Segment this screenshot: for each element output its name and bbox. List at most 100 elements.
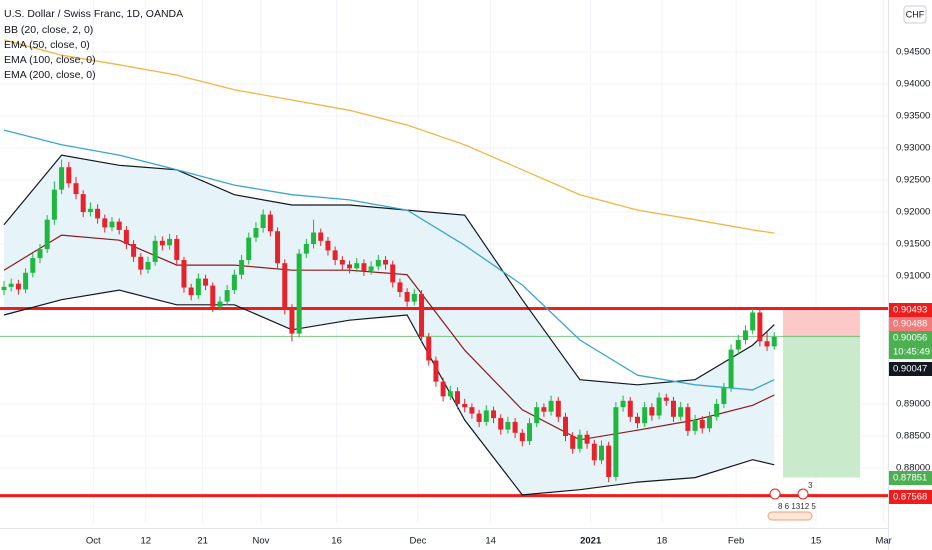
event-icons[interactable]	[767, 488, 813, 521]
candle-body	[267, 214, 273, 232]
candle-body	[282, 263, 288, 309]
price-badge-label: 0.87851	[893, 473, 927, 484]
candle-body	[606, 445, 612, 477]
price-badge-label: 0.90493	[893, 305, 927, 316]
candle-body	[634, 416, 640, 424]
price-badge	[889, 331, 932, 345]
candle-body	[627, 400, 633, 417]
candle-body	[757, 312, 763, 342]
plot-area	[0, 0, 888, 522]
candle-body	[548, 400, 554, 412]
candle-body	[260, 214, 266, 229]
legend-entry: BB (20, close, 2, 0)	[4, 24, 93, 36]
candle-body	[253, 228, 259, 238]
candle-body	[491, 410, 497, 419]
candle-body	[231, 274, 237, 291]
candle-body	[51, 189, 57, 220]
candle-body	[598, 445, 604, 461]
candle-body	[397, 282, 403, 293]
candle-body	[584, 434, 590, 444]
y-tick-label: 0.89000	[896, 399, 930, 410]
price-badge	[889, 303, 932, 317]
candle-body	[620, 400, 626, 408]
candle-body	[591, 443, 597, 461]
candle-body	[8, 283, 14, 287]
legend-entry: EMA (100, close, 0)	[4, 54, 96, 66]
candle-body	[534, 407, 540, 424]
candle-body	[642, 407, 648, 424]
y-tick-label: 0.93500	[896, 111, 930, 122]
x-tick-label: Nov	[253, 536, 270, 547]
price-badge	[889, 317, 932, 331]
candle-body	[203, 278, 209, 286]
candle-body	[735, 340, 741, 350]
candle-body	[181, 260, 187, 288]
candle-body	[59, 167, 65, 190]
ema-line	[3, 39, 775, 234]
candle-body	[188, 287, 194, 296]
candle-body	[433, 360, 439, 382]
target-zone	[783, 336, 860, 478]
candle-body	[462, 403, 468, 408]
y-tick-label: 0.93000	[896, 143, 930, 154]
candle-body	[109, 221, 115, 228]
event-icon[interactable]	[769, 488, 781, 500]
candle-body	[714, 403, 720, 417]
candle-body	[455, 391, 461, 404]
candle-body	[469, 407, 475, 414]
event-count: 3	[808, 481, 813, 490]
candle-body	[411, 293, 417, 302]
currency: CHF	[906, 9, 925, 19]
candle-body	[224, 290, 230, 302]
price-badge-label: 0.90056	[893, 333, 927, 344]
candle-body	[728, 349, 734, 388]
candle-body	[390, 264, 396, 283]
stop-zone	[783, 308, 860, 337]
candle-body	[138, 256, 144, 270]
candle-body	[541, 407, 547, 412]
candle-body	[217, 301, 223, 307]
candle-body	[577, 434, 583, 449]
candle-body	[440, 381, 446, 397]
price-badge	[889, 490, 932, 504]
x-tick-label: 2021	[580, 536, 602, 547]
candle-body	[721, 387, 727, 404]
candle-body	[742, 330, 748, 341]
candle-body	[311, 232, 317, 245]
legend-entry: EMA (200, close, 0)	[4, 69, 96, 81]
candle-body	[562, 416, 568, 436]
candle-body	[15, 283, 21, 290]
legend-entry: EMA (50, close, 0)	[4, 39, 90, 51]
candle-body	[685, 407, 691, 431]
currency-box[interactable]	[903, 5, 927, 24]
x-tick-label: 21	[197, 536, 208, 547]
x-tick-label: 15	[811, 536, 822, 547]
candle-body	[80, 194, 86, 213]
candle-body	[426, 336, 432, 361]
candle-body	[44, 219, 50, 250]
bb-fill	[4, 155, 775, 495]
candle-body	[131, 244, 137, 257]
candle-body	[483, 410, 489, 422]
event-icon[interactable]	[797, 488, 809, 500]
candle-body	[73, 183, 79, 195]
candle-body	[87, 208, 93, 213]
candle-body	[195, 278, 201, 296]
candle-body	[512, 421, 518, 433]
price-badge	[889, 471, 932, 485]
x-tick-label: Oct	[86, 536, 101, 547]
candle-body	[66, 167, 72, 184]
candle-body	[239, 260, 245, 275]
candle-body	[1, 286, 7, 291]
candle-body	[289, 308, 295, 334]
y-tick-label: 0.92500	[896, 175, 930, 186]
candle-body	[347, 264, 353, 269]
x-tick-label: Mar	[875, 536, 891, 547]
candle-body	[656, 397, 662, 416]
x-tick-label: 12	[141, 536, 152, 547]
candle-body	[296, 253, 302, 334]
candle-body	[275, 231, 281, 264]
ema-line	[3, 129, 775, 391]
x-tick-label: 16	[331, 536, 342, 547]
x-tick-label: Dec	[409, 536, 426, 547]
